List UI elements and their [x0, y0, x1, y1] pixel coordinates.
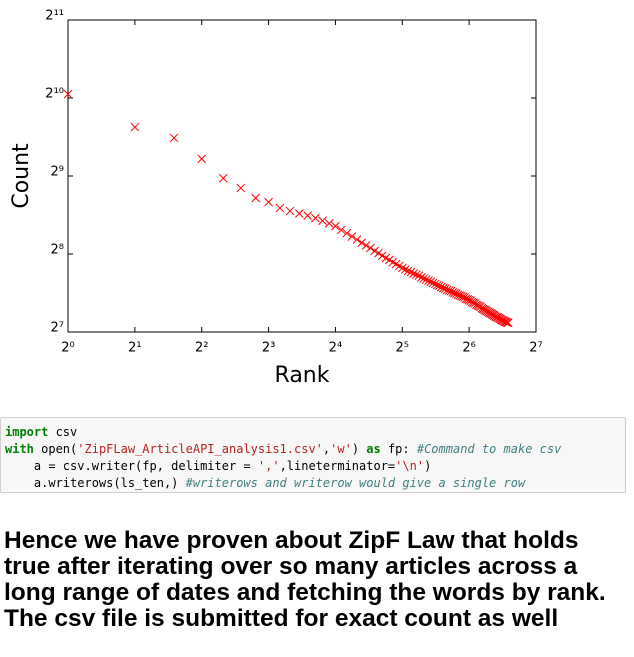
- x-tick-label: 2⁶: [462, 341, 475, 356]
- code-token: #writerows and writerow would give a sin…: [185, 476, 526, 490]
- marker: [285, 206, 295, 216]
- marker: [428, 278, 438, 288]
- chart: Rank Count 2⁰ 2¹ 2² 2³ 2⁴ 2⁵ 2⁶ 2⁷ 2⁷ 2⁸ 2⁹ 2¹⁰ 2¹¹: [9, 9, 543, 389]
- code-token: ',': [257, 459, 280, 473]
- code-token: a.writerows(ls_ten,): [5, 476, 186, 490]
- code-token: ,: [322, 442, 331, 456]
- code-token: ): [351, 442, 367, 456]
- code-token: fp:: [380, 442, 417, 456]
- marker: [347, 232, 357, 241]
- marker: [461, 294, 471, 304]
- marker: [197, 154, 207, 164]
- code-cell[interactable]: import csv with open('ZipFLaw_ArticleAPI_…: [0, 417, 626, 493]
- marker: [324, 219, 334, 228]
- x-tick-label: 2⁵: [396, 341, 409, 356]
- y-tick-label: 2¹¹: [45, 9, 64, 24]
- markdown-heading: Hence we have proven about ZipF Law that…: [4, 527, 606, 632]
- y-tick-label: 2¹⁰: [45, 87, 64, 102]
- marker: [275, 203, 285, 213]
- code-token: as: [366, 442, 381, 456]
- marker: [357, 238, 367, 248]
- marker: [361, 241, 371, 250]
- code-token: 'w': [330, 442, 352, 456]
- marker: [169, 133, 179, 143]
- marker: [218, 173, 228, 183]
- code-line: a = csv.writer(fp, delimiter = ',',linet…: [5, 458, 621, 475]
- code-line: with open('ZipFLaw_ArticleAPI_analysis1.…: [5, 441, 621, 458]
- marker: [400, 265, 410, 274]
- x-tick-label: 2⁴: [329, 341, 342, 356]
- code-token: ): [424, 459, 432, 473]
- marker: [331, 221, 340, 231]
- x-tick-label: 2²: [195, 341, 208, 356]
- marker: [264, 197, 273, 207]
- code-token: 'ZipFLaw_ArticleAPI_analysis1.csv': [77, 442, 323, 456]
- code-token: csv: [48, 425, 78, 439]
- marker: [455, 291, 465, 300]
- marker: [336, 225, 346, 235]
- x-tick-label: 2¹: [128, 341, 141, 356]
- marker: [424, 276, 433, 286]
- marker: [63, 89, 73, 99]
- marker: [374, 248, 383, 258]
- marker: [406, 267, 416, 277]
- marker: [130, 122, 140, 132]
- marker: [503, 318, 513, 328]
- code-token: a = csv.writer(fp, delimiter =: [5, 459, 258, 473]
- code-token: #Command to make csv: [416, 442, 562, 456]
- marker: [409, 269, 418, 278]
- marker: [463, 295, 472, 304]
- marker: [397, 263, 407, 273]
- marker: [435, 281, 444, 291]
- y-axis-label: Count: [9, 143, 34, 209]
- x-tick-label: 2⁰: [61, 341, 74, 356]
- marker: [342, 228, 352, 238]
- marker: [419, 274, 429, 283]
- marker: [421, 275, 431, 284]
- marker: [370, 246, 379, 256]
- marker: [502, 318, 512, 328]
- marker: [318, 216, 327, 226]
- marker: [403, 266, 413, 276]
- marker: [352, 235, 362, 244]
- code-token: with: [5, 442, 34, 456]
- x-axis-label: Rank: [275, 363, 330, 388]
- plot-frame: [67, 19, 537, 333]
- marker: [414, 271, 424, 281]
- x-tick-label: 2⁷: [529, 341, 542, 356]
- code-token: import: [5, 425, 49, 439]
- y-tick-label: 2⁸: [51, 243, 64, 258]
- marker: [417, 273, 426, 282]
- marker: [453, 290, 463, 300]
- y-tick-label: 2⁹: [51, 165, 64, 180]
- marker: [411, 270, 421, 280]
- code-token: ,lineterminator=: [279, 459, 396, 473]
- code-token: open(: [33, 442, 78, 456]
- marker: [456, 291, 466, 301]
- x-tick-label: 2³: [262, 341, 275, 356]
- code-line: import csv: [5, 424, 621, 441]
- code-token: '\n': [395, 459, 425, 473]
- marker: [366, 243, 375, 253]
- marker: [251, 193, 261, 203]
- marker: [303, 211, 313, 220]
- y-tick-label: 2⁷: [51, 321, 64, 336]
- marker: [426, 277, 436, 287]
- marker: [311, 213, 320, 223]
- marker: [294, 209, 304, 218]
- marker: [500, 317, 510, 327]
- marker: [467, 297, 477, 307]
- code-line: a.writerows(ls_ten,) #writerows and writ…: [5, 475, 621, 492]
- marker: [236, 183, 246, 193]
